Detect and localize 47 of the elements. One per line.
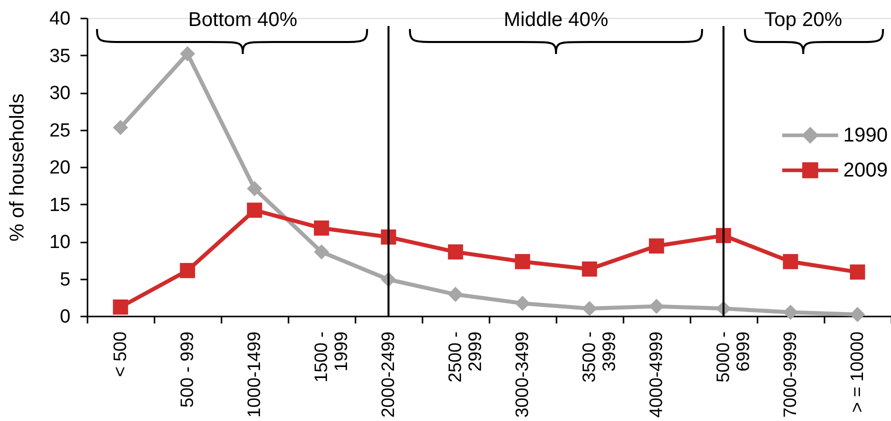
point — [850, 264, 866, 280]
y-tick-label: 15 — [49, 194, 70, 216]
point — [314, 244, 330, 260]
y-tick-label: 35 — [49, 46, 70, 67]
y-tick-label: 25 — [49, 120, 70, 142]
point — [180, 262, 196, 278]
x-tick-label: 2000-2499 — [378, 332, 398, 418]
point — [582, 300, 598, 316]
x-tick-label: 3500 - 3999 — [579, 332, 619, 383]
point — [314, 220, 330, 236]
point — [514, 296, 530, 311]
point — [648, 238, 664, 254]
legend-label: 1990 — [843, 124, 888, 146]
point — [582, 261, 598, 277]
y-tick-label: 0 — [60, 306, 70, 328]
point — [180, 46, 196, 62]
annotation: Middle 40% — [504, 9, 608, 31]
x-tick-label: 1000-1499 — [244, 332, 264, 418]
x-tick-label: 1500 - 1999 — [311, 332, 351, 383]
legend-label: 2009 — [843, 159, 888, 182]
point — [448, 244, 464, 260]
x-tick-label: 4000-4999 — [646, 332, 666, 418]
point — [850, 306, 866, 322]
point — [782, 304, 798, 320]
x-tick-label: 3000-3499 — [512, 332, 532, 418]
y-tick-label: 5 — [60, 269, 70, 290]
y-axis-title: % of households — [6, 94, 28, 242]
point — [782, 254, 798, 270]
annotation: Top 20% — [764, 9, 842, 31]
point — [514, 254, 530, 270]
x-tick-label: 500 - 999 — [177, 332, 197, 408]
point — [648, 298, 664, 314]
point — [112, 299, 128, 315]
y-tick-label: 10 — [49, 232, 70, 253]
x-tick-label: < 500 — [110, 332, 130, 378]
x-tick-label: 5000 - 6999 — [713, 332, 753, 383]
y-tick-label: 20 — [49, 158, 70, 178]
point — [246, 202, 262, 218]
point — [246, 181, 262, 196]
y-tick-label: 40 — [49, 8, 70, 30]
x-tick-label: > = 10000 — [847, 332, 867, 413]
y-tick-label: 30 — [49, 83, 70, 104]
annotation: Bottom 40% — [188, 9, 298, 31]
x-tick-label: 7000-9999 — [780, 332, 800, 418]
point — [112, 120, 128, 136]
x-tick-label: 2500 - 2999 — [445, 332, 485, 383]
point — [448, 286, 464, 302]
